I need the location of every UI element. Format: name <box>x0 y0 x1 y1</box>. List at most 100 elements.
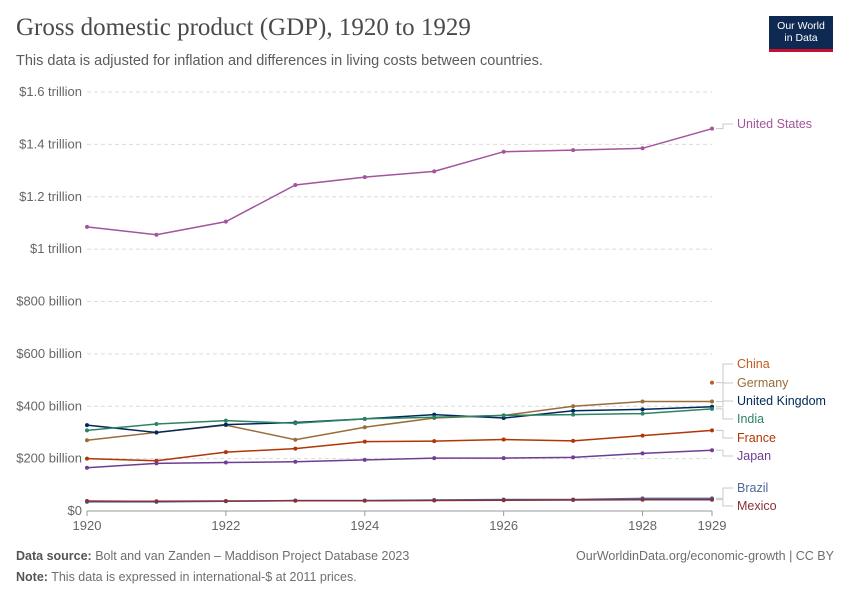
data-point <box>571 498 576 503</box>
data-point <box>432 415 437 420</box>
data-point <box>154 430 159 435</box>
series-line <box>86 127 713 236</box>
data-point <box>432 439 437 444</box>
data-point <box>571 412 576 417</box>
y-tick-label: $400 billion <box>16 398 82 413</box>
y-tick-label: $0 <box>68 503 82 518</box>
data-point <box>154 422 159 427</box>
series-label: United Kingdom <box>737 394 826 408</box>
data-point <box>85 438 89 443</box>
series-label: Japan <box>737 449 771 463</box>
data-point <box>154 232 159 237</box>
data-point <box>571 438 576 443</box>
data-point <box>85 456 89 461</box>
data-point <box>710 497 714 502</box>
series-line <box>86 449 713 469</box>
data-point <box>223 499 228 504</box>
y-tick-label: $1.4 trillion <box>19 136 82 151</box>
data-point <box>710 448 714 453</box>
y-tick-label: $200 billion <box>16 451 82 466</box>
series-line <box>86 498 712 503</box>
series-japan <box>85 448 714 470</box>
label-connector <box>716 400 733 408</box>
x-tick-label: 1928 <box>628 518 657 533</box>
data-point <box>571 455 576 460</box>
series-line <box>86 408 713 432</box>
series-label: United States <box>737 117 812 131</box>
label-connector <box>716 487 733 499</box>
data-point <box>501 437 506 442</box>
data-point <box>293 437 298 442</box>
chart-title: Gross domestic product (GDP), 1920 to 19… <box>16 14 471 41</box>
data-point <box>85 499 89 504</box>
series-united-states <box>85 126 714 237</box>
data-point <box>640 451 645 456</box>
series-lines <box>85 126 714 504</box>
y-tick-label: $1.2 trillion <box>19 189 82 204</box>
x-tick-label: 1929 <box>698 518 727 533</box>
y-tick-label: $1.6 trillion <box>19 84 82 99</box>
data-point <box>640 407 645 412</box>
data-point <box>223 418 228 423</box>
note-label: Note: <box>16 570 48 584</box>
series-france <box>85 428 714 463</box>
data-point <box>640 146 645 151</box>
note-text: This data is expressed in international-… <box>51 570 357 584</box>
data-point <box>223 422 228 427</box>
data-point <box>710 406 714 411</box>
data-point <box>223 450 228 455</box>
owid-logo[interactable]: Our World in Data <box>769 16 833 52</box>
data-point <box>85 423 89 428</box>
label-connector <box>716 382 733 403</box>
data-point <box>640 399 645 404</box>
series-labels: United States China Germany United Kingdom I… <box>716 117 826 513</box>
data-point <box>640 433 645 438</box>
data-point <box>154 499 159 504</box>
data-point <box>710 380 714 385</box>
data-point <box>640 411 645 416</box>
data-point <box>362 457 367 462</box>
data-point <box>501 498 506 503</box>
chart-subtitle: This data is adjusted for inflation and … <box>16 53 543 69</box>
series-china <box>710 380 714 385</box>
data-point <box>362 498 367 503</box>
label-connector <box>716 123 733 130</box>
source-url-link[interactable]: OurWorldinData.org/economic-growth | CC … <box>576 549 834 563</box>
y-tick-label: $1 trillion <box>30 241 82 256</box>
y-tick-label: $600 billion <box>16 346 82 361</box>
logo-line-2: in Data <box>784 32 818 44</box>
data-point <box>571 148 576 153</box>
line-chart: $0 $200 billion $400 billion $600 billion $8… <box>16 84 826 533</box>
data-point <box>293 446 298 451</box>
data-point <box>293 459 298 464</box>
y-tick-label: $800 billion <box>16 294 82 309</box>
data-point <box>501 456 506 461</box>
series-label: Germany <box>737 376 789 390</box>
x-tick-label: 1926 <box>489 518 518 533</box>
data-point <box>223 219 228 224</box>
data-source-label: Data source: <box>16 549 92 563</box>
data-point <box>432 456 437 461</box>
series-india <box>85 406 714 433</box>
series-label: Brazil <box>737 481 768 495</box>
series-label: India <box>737 412 764 426</box>
data-source-text: Bolt and van Zanden – Maddison Project D… <box>95 549 410 563</box>
series-united-kingdom <box>85 404 714 435</box>
series-line <box>86 429 713 462</box>
x-tick-label: 1922 <box>211 518 240 533</box>
series-label: China <box>737 357 770 371</box>
series-line <box>86 406 713 434</box>
data-point <box>432 169 437 174</box>
data-point <box>432 498 437 503</box>
series-label: France <box>737 431 776 445</box>
x-tick-label: 1924 <box>350 518 379 533</box>
data-point <box>85 465 89 470</box>
data-point <box>710 399 714 404</box>
data-source: Data source: Bolt and van Zanden – Maddi… <box>16 549 409 563</box>
series-label: Mexico <box>737 499 777 513</box>
y-axis: $0 $200 billion $400 billion $600 billion $8… <box>16 84 82 518</box>
data-point <box>501 413 506 418</box>
series-line <box>86 400 712 442</box>
label-connector <box>716 429 733 439</box>
data-point <box>362 439 367 444</box>
